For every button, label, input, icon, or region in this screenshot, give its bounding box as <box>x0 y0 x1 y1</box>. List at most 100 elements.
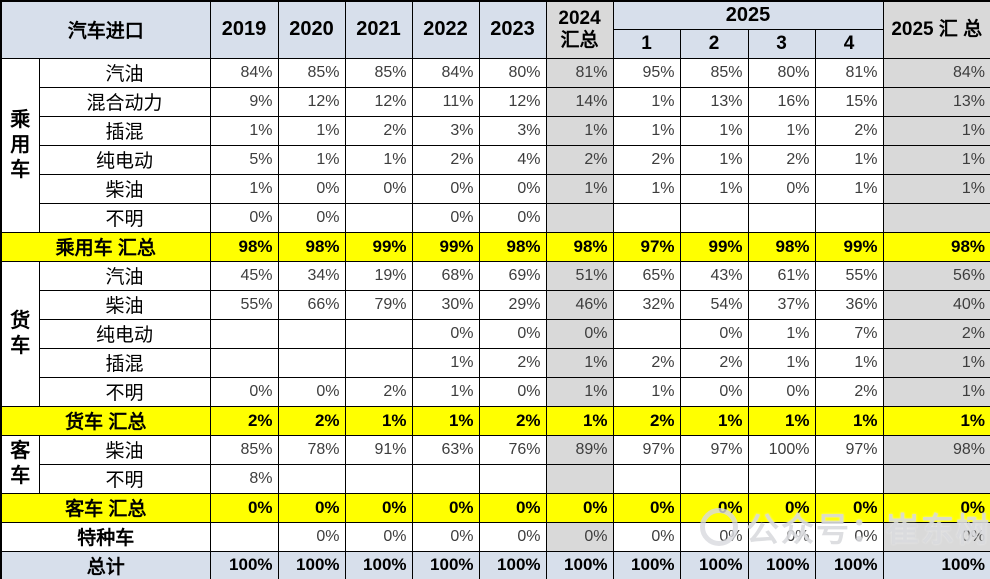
row-label: 插混 <box>38 347 211 378</box>
row-label: 混合动力 <box>38 86 211 117</box>
table-row: 不明 0% 0% 0% 0% <box>1 202 990 233</box>
value-cell: 36% <box>814 289 884 320</box>
value-cell: 63% <box>411 434 480 465</box>
value-cell: 2% <box>277 405 346 436</box>
row-label: 不明 <box>38 463 211 494</box>
value-cell <box>882 463 990 494</box>
value-cell: 100% <box>814 550 884 579</box>
value-cell <box>411 463 480 494</box>
value-cell: 3% <box>411 115 480 146</box>
value-cell: 30% <box>411 289 480 320</box>
value-cell: 99% <box>344 231 413 262</box>
value-cell: 100% <box>679 550 749 579</box>
value-cell: 11% <box>411 86 480 117</box>
value-cell: 1% <box>545 376 614 407</box>
value-cell: 4% <box>478 144 547 175</box>
value-cell: 0% <box>545 521 614 552</box>
value-cell: 0% <box>747 492 816 523</box>
value-cell: 32% <box>612 289 681 320</box>
value-cell: 0% <box>478 521 547 552</box>
value-cell: 97% <box>679 434 749 465</box>
value-cell: 40% <box>882 289 990 320</box>
value-cell: 1% <box>545 405 614 436</box>
value-cell: 1% <box>209 173 279 204</box>
value-cell <box>277 347 346 378</box>
col-header-month-4: 4 <box>814 28 884 59</box>
value-cell: 12% <box>277 86 346 117</box>
value-cell <box>612 318 681 349</box>
value-cell: 85% <box>277 57 346 88</box>
value-cell: 81% <box>814 57 884 88</box>
value-cell: 1% <box>882 144 990 175</box>
value-cell: 98% <box>747 231 816 262</box>
value-cell: 1% <box>344 144 413 175</box>
row-label: 纯电动 <box>38 144 211 175</box>
row-label: 柴油 <box>38 289 211 320</box>
value-cell: 98% <box>478 231 547 262</box>
value-cell: 0% <box>882 521 990 552</box>
value-cell: 5% <box>209 144 279 175</box>
value-cell: 84% <box>882 57 990 88</box>
value-cell: 0% <box>814 521 884 552</box>
value-cell: 1% <box>277 144 346 175</box>
value-cell: 12% <box>478 86 547 117</box>
value-cell <box>612 463 681 494</box>
value-cell <box>679 202 749 233</box>
value-cell <box>344 318 413 349</box>
row-label: 纯电动 <box>38 318 211 349</box>
value-cell: 100% <box>478 550 547 579</box>
value-cell: 1% <box>545 115 614 146</box>
value-cell: 0% <box>344 173 413 204</box>
value-cell: 0% <box>612 492 681 523</box>
value-cell: 2% <box>814 115 884 146</box>
value-cell: 2% <box>344 115 413 146</box>
value-cell: 80% <box>747 57 816 88</box>
value-cell: 68% <box>411 260 480 291</box>
value-cell: 56% <box>882 260 990 291</box>
value-cell: 1% <box>882 405 990 436</box>
value-cell: 100% <box>277 550 346 579</box>
value-cell <box>545 463 614 494</box>
value-cell <box>814 463 884 494</box>
value-cell <box>747 202 816 233</box>
value-cell: 1% <box>747 115 816 146</box>
value-cell: 98% <box>882 231 990 262</box>
value-cell: 81% <box>545 57 614 88</box>
value-cell: 1% <box>679 173 749 204</box>
value-cell <box>612 202 681 233</box>
value-cell: 98% <box>277 231 346 262</box>
col-header-month-3: 3 <box>747 28 816 59</box>
value-cell: 1% <box>814 347 884 378</box>
value-cell <box>277 318 346 349</box>
value-cell: 61% <box>747 260 816 291</box>
value-cell: 1% <box>612 86 681 117</box>
value-cell: 3% <box>478 115 547 146</box>
value-cell: 1% <box>814 173 884 204</box>
table-row-special: 特种车 0% 0% 0% 0% 0% 0% 0% 0% 0% 0% <box>0 521 990 552</box>
value-cell: 2% <box>679 347 749 378</box>
value-cell: 1% <box>679 405 749 436</box>
value-cell: 91% <box>344 434 413 465</box>
value-cell: 2% <box>882 318 990 349</box>
value-cell: 46% <box>545 289 614 320</box>
value-cell: 1% <box>882 376 990 407</box>
value-cell: 0% <box>411 202 480 233</box>
value-cell: 34% <box>277 260 346 291</box>
value-cell: 0% <box>478 173 547 204</box>
value-cell: 0% <box>478 318 547 349</box>
col-header-2019: 2019 <box>209 0 279 59</box>
value-cell: 1% <box>814 405 884 436</box>
value-cell: 0% <box>277 521 346 552</box>
value-cell: 1% <box>679 115 749 146</box>
value-cell <box>209 521 279 552</box>
value-cell: 2% <box>747 144 816 175</box>
value-cell: 9% <box>209 86 279 117</box>
value-cell: 100% <box>747 550 816 579</box>
value-cell: 89% <box>545 434 614 465</box>
value-cell: 0% <box>747 173 816 204</box>
value-cell: 1% <box>747 347 816 378</box>
col-header-month-1: 1 <box>612 28 681 59</box>
col-header-2022: 2022 <box>411 0 480 59</box>
value-cell <box>344 463 413 494</box>
